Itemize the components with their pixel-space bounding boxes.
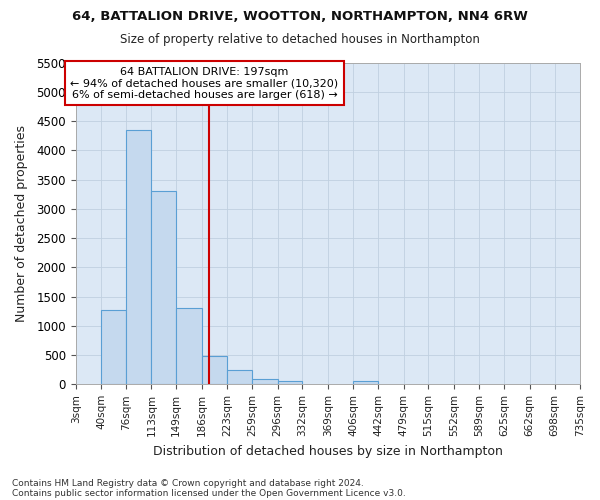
Text: Contains HM Land Registry data © Crown copyright and database right 2024.: Contains HM Land Registry data © Crown c… [12, 478, 364, 488]
Bar [176, 308, 202, 384]
Y-axis label: Number of detached properties: Number of detached properties [15, 125, 28, 322]
Bar [202, 356, 227, 384]
Bar [126, 130, 151, 384]
Text: 64, BATTALION DRIVE, WOOTTON, NORTHAMPTON, NN4 6RW: 64, BATTALION DRIVE, WOOTTON, NORTHAMPTO… [72, 10, 528, 23]
Bar [151, 191, 176, 384]
Text: Size of property relative to detached houses in Northampton: Size of property relative to detached ho… [120, 32, 480, 46]
Bar [353, 381, 378, 384]
Bar [252, 379, 278, 384]
Bar [278, 381, 302, 384]
Bar [101, 310, 126, 384]
Text: 64 BATTALION DRIVE: 197sqm
← 94% of detached houses are smaller (10,320)
6% of s: 64 BATTALION DRIVE: 197sqm ← 94% of deta… [70, 66, 338, 100]
Text: Contains public sector information licensed under the Open Government Licence v3: Contains public sector information licen… [12, 488, 406, 498]
X-axis label: Distribution of detached houses by size in Northampton: Distribution of detached houses by size … [153, 444, 503, 458]
Bar [227, 370, 252, 384]
